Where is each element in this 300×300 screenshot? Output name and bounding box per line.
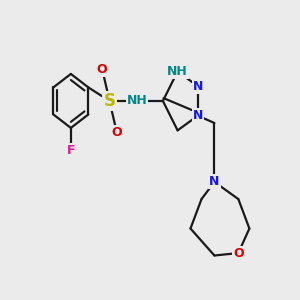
Text: O: O [97, 62, 107, 76]
Text: S: S [103, 92, 116, 110]
Text: NH: NH [167, 65, 188, 78]
Text: N: N [193, 80, 203, 93]
Text: N: N [209, 176, 220, 188]
Text: F: F [67, 144, 75, 157]
Text: O: O [112, 126, 122, 139]
Text: O: O [233, 247, 244, 260]
Text: NH: NH [127, 94, 148, 107]
Text: N: N [193, 109, 203, 122]
